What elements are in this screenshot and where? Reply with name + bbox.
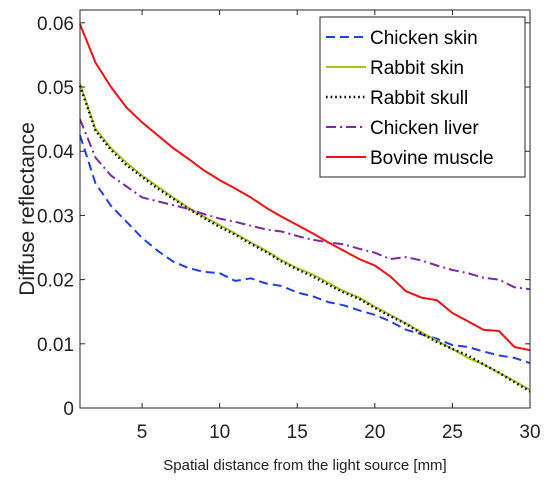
y-tick-label: 0.03 [37,206,74,227]
y-tick-label: 0.02 [37,271,74,292]
series-line-4 [79,118,531,291]
legend-label: Bovine muscle [370,148,494,169]
series-line-3 [78,85,531,393]
legend-label: Rabbit skin [370,58,464,79]
series-layer [78,23,531,393]
ticks-layer: 5 10 15 20 25 30 0 0.01 0.02 0.03 0.04 0.05 0.06 [37,10,541,443]
x-tick-label: 20 [364,422,385,443]
x-tick-label: 30 [519,422,540,443]
series-line-2 [79,83,531,391]
x-axis-label: Spatial distance from the light source [… [163,457,446,474]
legend-label: Rabbit skull [370,88,468,109]
series-line-1 [79,134,531,365]
y-tick-label: 0 [63,399,74,420]
series-line-5 [79,23,531,352]
plot-frame [79,9,531,409]
x-tick-label: 25 [442,422,463,443]
legend-label: Chicken skin [370,28,478,49]
legend: Chicken skin Rabbit skin Rabbit skull Chick… [319,16,526,178]
y-tick-label: 0.05 [37,78,74,99]
x-tick-label: 15 [287,422,308,443]
y-tick-label: 0.06 [37,14,74,35]
y-tick-label: 0.01 [37,335,74,356]
legend-label: Chicken liver [370,118,479,139]
y-axis-label: Diffuse reflectance [16,122,39,296]
x-tick-label: 10 [209,422,230,443]
y-tick-label: 0.04 [37,142,74,163]
x-tick-label: 5 [137,422,148,443]
